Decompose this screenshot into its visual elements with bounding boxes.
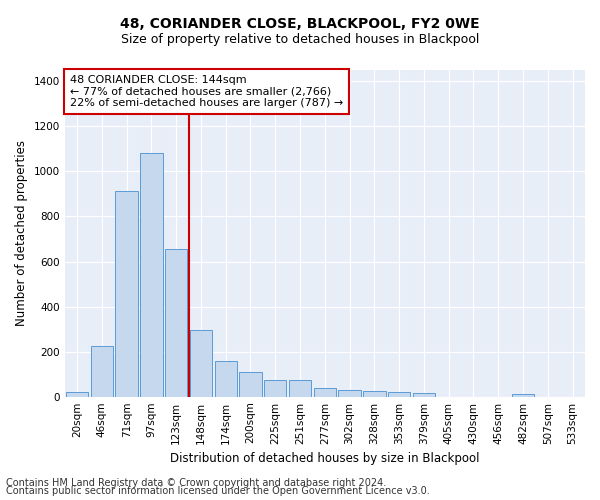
Bar bbox=[165, 249, 187, 396]
Bar bbox=[363, 391, 386, 396]
Y-axis label: Number of detached properties: Number of detached properties bbox=[15, 140, 28, 326]
Bar bbox=[115, 190, 138, 396]
Bar bbox=[512, 394, 534, 396]
Text: 48, CORIANDER CLOSE, BLACKPOOL, FY2 0WE: 48, CORIANDER CLOSE, BLACKPOOL, FY2 0WE bbox=[120, 18, 480, 32]
Bar bbox=[215, 360, 237, 396]
Bar bbox=[388, 392, 410, 396]
Bar bbox=[140, 154, 163, 396]
Text: Size of property relative to detached houses in Blackpool: Size of property relative to detached ho… bbox=[121, 32, 479, 46]
X-axis label: Distribution of detached houses by size in Blackpool: Distribution of detached houses by size … bbox=[170, 452, 479, 465]
Bar bbox=[289, 380, 311, 396]
Text: Contains HM Land Registry data © Crown copyright and database right 2024.: Contains HM Land Registry data © Crown c… bbox=[6, 478, 386, 488]
Bar bbox=[239, 372, 262, 396]
Bar bbox=[264, 380, 286, 396]
Bar bbox=[91, 346, 113, 397]
Bar bbox=[314, 388, 336, 396]
Text: Contains public sector information licensed under the Open Government Licence v3: Contains public sector information licen… bbox=[6, 486, 430, 496]
Bar bbox=[66, 392, 88, 396]
Bar bbox=[338, 390, 361, 396]
Text: 48 CORIANDER CLOSE: 144sqm
← 77% of detached houses are smaller (2,766)
22% of s: 48 CORIANDER CLOSE: 144sqm ← 77% of deta… bbox=[70, 75, 343, 108]
Bar bbox=[190, 330, 212, 396]
Bar bbox=[413, 394, 435, 396]
